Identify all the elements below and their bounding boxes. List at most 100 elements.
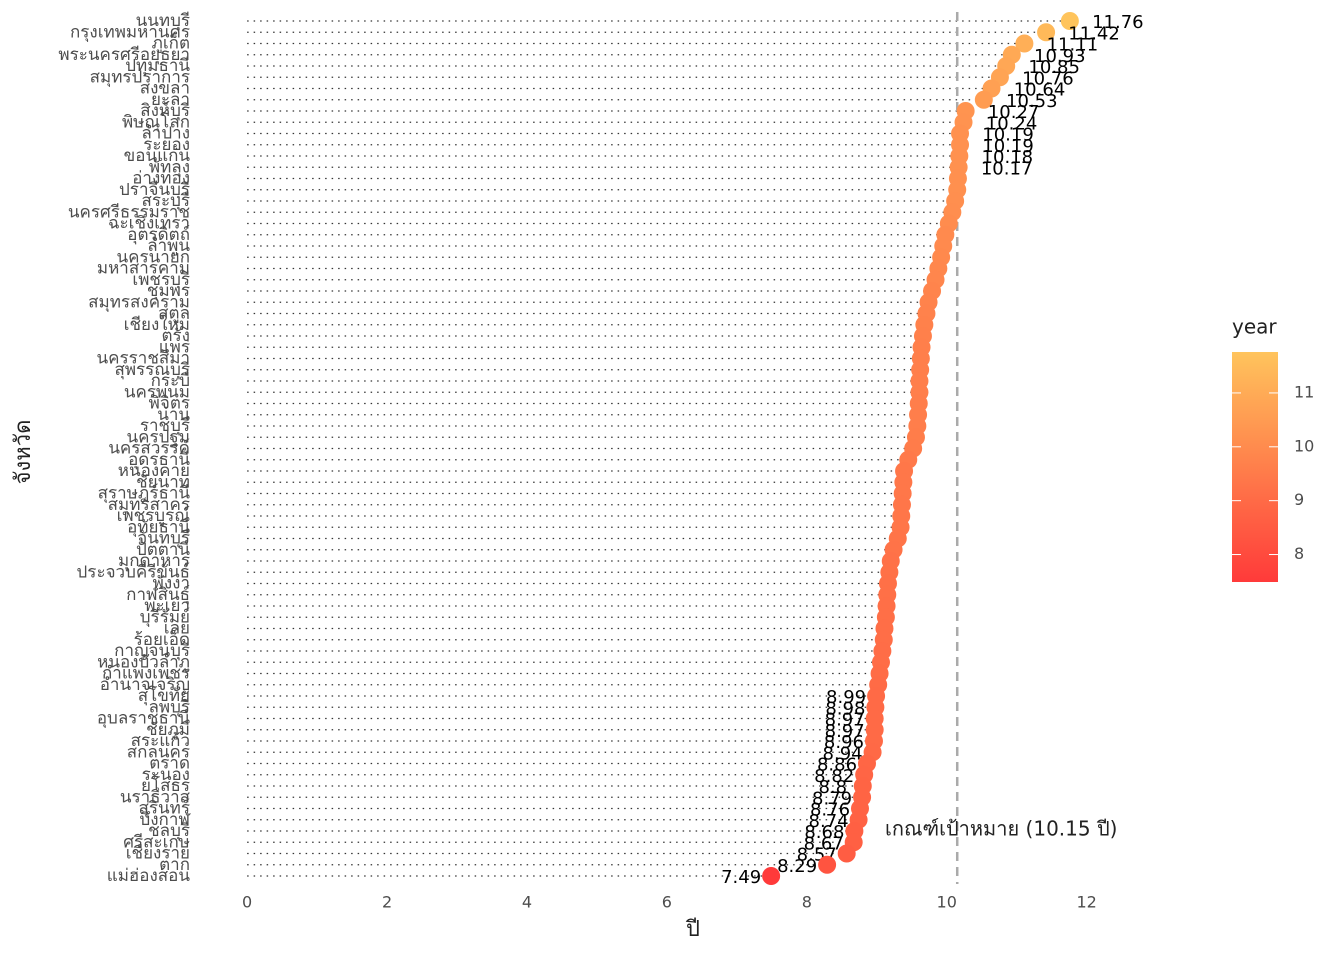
value-label: 8.29: [777, 856, 817, 877]
y-tick-label: หนองคาย: [118, 461, 190, 481]
annotation: เกณฑ์เป้าหมาย (10.15 ปี): [885, 817, 1117, 841]
value-label: 10.24: [986, 113, 1038, 134]
y-tick-label: นครราชสีมา: [97, 349, 190, 369]
y-tick-label: สมุทรสงคราม: [88, 292, 190, 312]
value-label: 10.18: [982, 147, 1034, 168]
y-tick-label: สกลนคร: [127, 742, 190, 762]
y-tick-label: กรุงเทพมหานคร: [70, 22, 190, 42]
value-label: 10.17: [981, 158, 1033, 179]
dot: [837, 844, 856, 863]
y-tick-label: หนองบัวลำภู: [97, 652, 190, 672]
y-tick-label: ยะลา: [151, 90, 190, 110]
y-tick-label: ตรัง: [162, 326, 190, 346]
legend-title: year: [1232, 315, 1277, 339]
value-label: 10.27: [988, 102, 1040, 123]
y-tick-label: มหาสารคาม: [97, 259, 190, 279]
y-tick-label: ชัยนาท: [136, 472, 190, 492]
y-tick-label: พะเยา: [144, 596, 190, 616]
value-label: 7.49: [721, 867, 761, 888]
y-tick-label: ลำพูน: [147, 236, 190, 256]
value-label: 10.76: [1022, 68, 1074, 89]
y-tick-label: ประจวบคีรีขันธ์: [77, 562, 190, 582]
x-tick-label: 8: [802, 893, 812, 912]
x-tick-label: 10: [937, 893, 957, 912]
value-label: 11.76: [1092, 12, 1144, 33]
value-label: 11.11: [1047, 35, 1099, 56]
y-tick-label: พิจิตร: [149, 394, 190, 414]
y-tick-label: พระนครศรีอยุธยา: [58, 45, 190, 65]
value-label: 10.19: [982, 136, 1034, 157]
dot: [1015, 34, 1034, 53]
y-tick-label: นนทบุรี: [136, 11, 190, 31]
y-tick-label: กาฬสินธุ์: [126, 585, 190, 605]
y-tick-label: เชียงราย: [126, 844, 190, 864]
y-tick-label: ร้อยเอ็ด: [134, 628, 190, 650]
x-tick-label: 6: [662, 893, 672, 912]
y-tick-label: พัทลุง: [149, 157, 190, 177]
value-label: 11.42: [1068, 23, 1120, 44]
y-tick-label: อ่างทอง: [132, 169, 190, 189]
y-tick-label: ฉะเชิงเทรา: [108, 214, 190, 234]
y-tick-label: ตาก: [159, 855, 190, 875]
y-tick-label: ศรีสะเกษ: [123, 832, 190, 852]
y-tick-label: แพร่: [159, 337, 190, 357]
dot: [1060, 12, 1079, 30]
y-tick-label: สระแก้ว: [131, 731, 190, 751]
x-tick-label: 2: [382, 893, 392, 912]
legend-tick-label: 9: [1294, 490, 1304, 509]
y-tick-label: อำนาจเจริญ: [100, 675, 190, 695]
y-tick-label: ลำปาง: [141, 124, 190, 144]
x-axis-title: ปี: [685, 917, 700, 942]
y-tick-label: ยโสธร: [141, 775, 190, 796]
y-tick-label: พังงา: [153, 574, 190, 594]
y-tick-label: สุโขทัย: [138, 685, 190, 706]
value-label: 8.99: [826, 687, 866, 708]
x-tick-label: 0: [242, 893, 252, 912]
y-tick-label: สมุทรสาคร: [108, 495, 190, 515]
value-label: 8.67: [804, 833, 844, 854]
y-tick-label: สระบุรี: [141, 191, 190, 211]
y-tick-label: เชียงใหม่: [124, 314, 190, 335]
value-label: 8.82: [814, 766, 854, 787]
y-tick-label: อุดรธานี: [128, 450, 190, 470]
value-label: 8.8: [818, 777, 847, 798]
y-tick-label: ขอนแก่น: [124, 146, 191, 166]
value-label: 8.97: [825, 721, 865, 742]
y-tick-label: สุพรรณบุรี: [114, 360, 190, 380]
value-label: 8.86: [817, 755, 857, 776]
y-tick-label: ระนอง: [142, 765, 190, 785]
y-tick-label: ปัตตานี: [136, 540, 190, 560]
value-label: 10.93: [1034, 46, 1086, 67]
value-label: 10.19: [982, 125, 1034, 146]
y-tick-label: ตราด: [149, 754, 190, 774]
y-tick-label: บึงกาฬ: [139, 810, 191, 830]
y-tick-label: กำแพงเพชร: [102, 664, 190, 684]
legend-tick-label: 8: [1294, 544, 1304, 563]
y-tick-label: แม่ฮ่องสอน: [107, 866, 191, 886]
x-tick-label: 12: [1076, 893, 1096, 912]
value-label: 8.98: [825, 698, 865, 719]
value-label: 8.79: [812, 788, 852, 809]
y-tick-label: พิษณุโลก: [122, 111, 190, 132]
y-tick-label: นครพนม: [124, 382, 190, 402]
y-tick-label: สิงห์บุรี: [140, 101, 190, 121]
y-tick-label: นครศรีธรรมราช: [68, 202, 190, 222]
y-tick-label: น่าน: [157, 405, 190, 425]
y-tick-label: นครนายก: [116, 247, 190, 267]
y-tick-label: อุทัยธานี: [127, 517, 190, 537]
y-tick-label: อุตรดิตถ์: [127, 225, 190, 245]
y-tick-label: ปทุมธานี: [125, 56, 190, 76]
y-tick-label: สตูล: [158, 304, 190, 324]
y-tick-label: ปราจีนบุรี: [119, 180, 190, 200]
y-tick-label: เพชรบุรี: [132, 270, 190, 290]
y-tick-label: ระยอง: [143, 135, 190, 155]
legend-tick-label: 10: [1294, 436, 1314, 455]
y-tick-label: ชัยภูมิ: [146, 720, 190, 740]
y-tick-label: มุกดาหาร: [118, 551, 190, 571]
value-label: 10.64: [1014, 80, 1066, 101]
dot: [1037, 23, 1056, 42]
value-label: 8.94: [823, 743, 863, 764]
y-tick-label: นครปฐม: [126, 427, 190, 447]
y-axis-title: จังหวัด: [11, 420, 36, 485]
